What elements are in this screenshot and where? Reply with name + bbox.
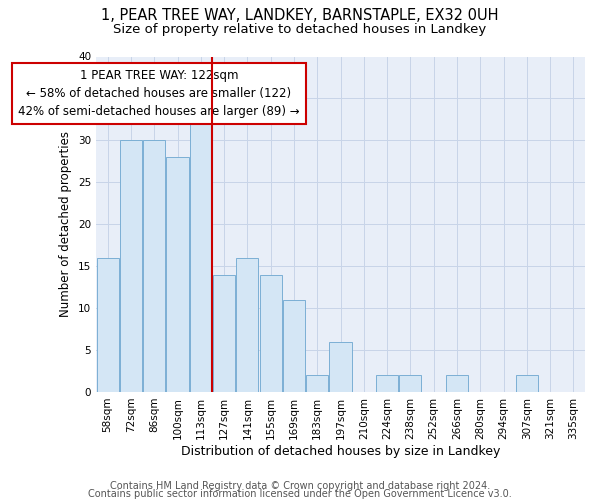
Text: Contains HM Land Registry data © Crown copyright and database right 2024.: Contains HM Land Registry data © Crown c… [110,481,490,491]
Bar [190,124,212,392]
Bar [166,157,188,392]
Bar [236,258,259,392]
Bar [97,258,119,392]
Y-axis label: Number of detached properties: Number of detached properties [59,131,73,317]
Bar [376,375,398,392]
Bar [329,342,352,392]
Text: Size of property relative to detached houses in Landkey: Size of property relative to detached ho… [113,22,487,36]
Bar [120,140,142,392]
Text: Contains public sector information licensed under the Open Government Licence v3: Contains public sector information licen… [88,489,512,499]
Bar [516,375,538,392]
Bar [306,375,328,392]
Bar [283,300,305,392]
Bar [213,274,235,392]
Bar [446,375,468,392]
X-axis label: Distribution of detached houses by size in Landkey: Distribution of detached houses by size … [181,444,500,458]
Text: 1, PEAR TREE WAY, LANDKEY, BARNSTAPLE, EX32 0UH: 1, PEAR TREE WAY, LANDKEY, BARNSTAPLE, E… [101,8,499,22]
Text: 1 PEAR TREE WAY: 122sqm
← 58% of detached houses are smaller (122)
42% of semi-d: 1 PEAR TREE WAY: 122sqm ← 58% of detache… [18,69,300,118]
Bar [143,140,165,392]
Bar [260,274,282,392]
Bar [400,375,421,392]
